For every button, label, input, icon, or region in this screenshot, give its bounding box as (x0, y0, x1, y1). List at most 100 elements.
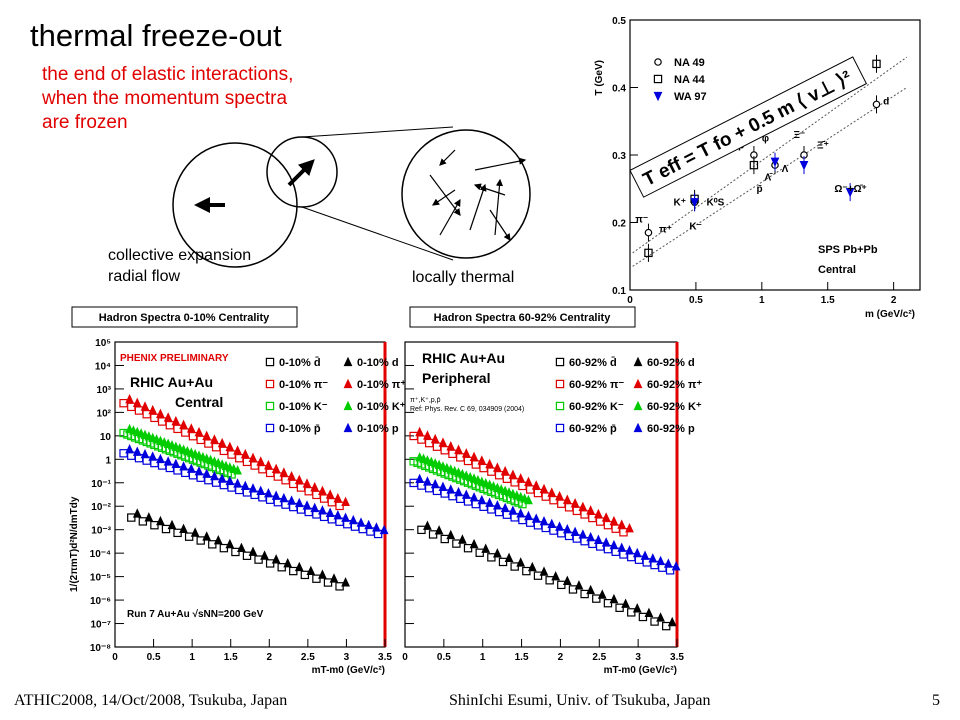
data-point-pos (379, 524, 389, 535)
data-point (644, 248, 653, 258)
page-number: 5 (932, 692, 940, 709)
legend-marker (633, 422, 643, 433)
data-point-pos (310, 502, 320, 513)
data-point-pos (248, 483, 258, 493)
data-point-pos (260, 550, 269, 560)
y-tick-label: 10³ (97, 385, 112, 396)
y-tick-label: 10⁻² (91, 502, 111, 513)
central-spectra-chart: Hadron Spectra 0-10% Centrality 10⁻⁸ 10⁻⁷ 1… (69, 306, 406, 676)
data-point-pos (125, 443, 134, 454)
legend-entry: 0-10% d̄ (279, 357, 321, 369)
data-point-pos (283, 557, 293, 568)
particle-label: K⁻ (689, 221, 702, 232)
data-point-pos (372, 522, 381, 532)
x-tick-label: 1.5 (515, 652, 529, 663)
annotation-line: Central (818, 264, 856, 276)
legend-entry: 60-92% p (647, 423, 695, 435)
legend-marker (633, 378, 643, 389)
legend-entry: 60-92% p̄ (569, 423, 617, 435)
legend-marker (343, 356, 353, 367)
data-point-pos (481, 543, 491, 553)
x-tick-label: 2.5 (301, 652, 315, 663)
slide-title: thermal freeze-out (30, 18, 282, 53)
legend-entry: 60-92% K⁻ (569, 401, 624, 413)
y-tick-label: 10⁴ (95, 361, 111, 372)
data-point (644, 228, 653, 237)
x-tick-label: 1 (480, 652, 486, 663)
thermal-circle (401, 129, 531, 259)
particle-label: Λ̄ (764, 173, 773, 184)
data-point-pos (318, 569, 327, 579)
footer-center: ShinIchi Esumi, Univ. of Tsukuba, Japan (449, 692, 711, 709)
x-tick-label: 0 (112, 652, 118, 663)
particle-label: d (883, 96, 889, 107)
data-point-pos (171, 458, 181, 469)
fit-line-lower (632, 87, 908, 267)
data-point-pos (527, 561, 537, 572)
data-point-pos (271, 554, 281, 564)
data-point-pos (194, 466, 204, 476)
system-label: RHIC Au+Au (422, 350, 505, 366)
particle-label: Ξ̄⁺ (817, 140, 829, 151)
data-point-pos (625, 522, 634, 533)
legend-entry: 0-10% d (357, 357, 399, 369)
run-label: Run 7 Au+Au √sNN=200 GeV (127, 609, 264, 620)
legend-marker (555, 357, 565, 367)
legend-marker (555, 401, 565, 411)
x-tick-label: 1.5 (821, 295, 835, 306)
system-label: Central (175, 394, 223, 410)
legend-marker (343, 378, 353, 389)
legend-entry: 0-10% p̄ (279, 423, 321, 435)
data-point-pos (492, 548, 502, 558)
data-point-pos (217, 473, 227, 483)
data-point-pos (287, 495, 296, 505)
data-point-pos (329, 573, 339, 583)
legend-entry: NA 44 (674, 74, 706, 86)
particle-label: Ξ⁻ (793, 130, 805, 141)
particle-label: φ (762, 134, 769, 145)
data-point-pos (225, 475, 235, 486)
data-point-pos (306, 565, 316, 575)
legend-entry: 0-10% π⁻ (279, 379, 328, 391)
y-axis-label: T (GeV) (594, 60, 605, 96)
chart-header-box (409, 306, 636, 328)
legend-marker (555, 423, 565, 433)
legend-marker (633, 356, 643, 367)
data-point-pos (144, 512, 154, 522)
particle-label: K⁰S (706, 198, 724, 209)
subtitle-line: the end of elastic interactions, (42, 64, 294, 85)
zoom-circle-small (266, 136, 338, 208)
data-point-pos (632, 603, 642, 613)
data-point-pos (325, 507, 335, 517)
data-point-pos (644, 607, 654, 618)
data-point-pos (356, 517, 366, 527)
peripheral-spectra-chart: Hadron Spectra 60-92% Centrality 0 0.5 1 1.5… (402, 306, 702, 676)
data-point-pos (539, 566, 549, 576)
y-tick-label: 0.4 (612, 84, 626, 95)
fit-line-upper (632, 56, 908, 254)
legend-entry: 0-10% K⁻ (279, 401, 328, 413)
data-point (872, 59, 881, 69)
data-point-pos (132, 508, 142, 518)
data-point-pos (586, 584, 596, 595)
data-point-pos (271, 490, 281, 500)
data-point-pos (318, 505, 327, 515)
data-point-pos (248, 546, 258, 556)
annotation-line: SPS Pb+Pb (818, 244, 878, 256)
particle-label: K⁺ (674, 198, 687, 209)
data-point-pos (504, 552, 514, 563)
y-tick-label: 0.3 (612, 151, 626, 162)
data-point-pos (423, 520, 432, 530)
legend-marker (343, 400, 353, 411)
x-axis-label: mT-m0 (GeV/c²) (312, 665, 385, 676)
data-point-pos (213, 535, 223, 545)
data-point-pos (163, 456, 173, 466)
data-point-pos (279, 492, 289, 503)
particle-label: p̄ (757, 184, 763, 195)
legend-marker (343, 422, 353, 433)
legend-entry: 60-92% d̄ (569, 357, 617, 369)
x-tick-label: 0.5 (437, 652, 451, 663)
data-point-pos (202, 468, 212, 478)
data-point-pos (341, 577, 350, 587)
y-axis-label: 1/(2πmT)d²N/dmTdy (69, 496, 80, 592)
